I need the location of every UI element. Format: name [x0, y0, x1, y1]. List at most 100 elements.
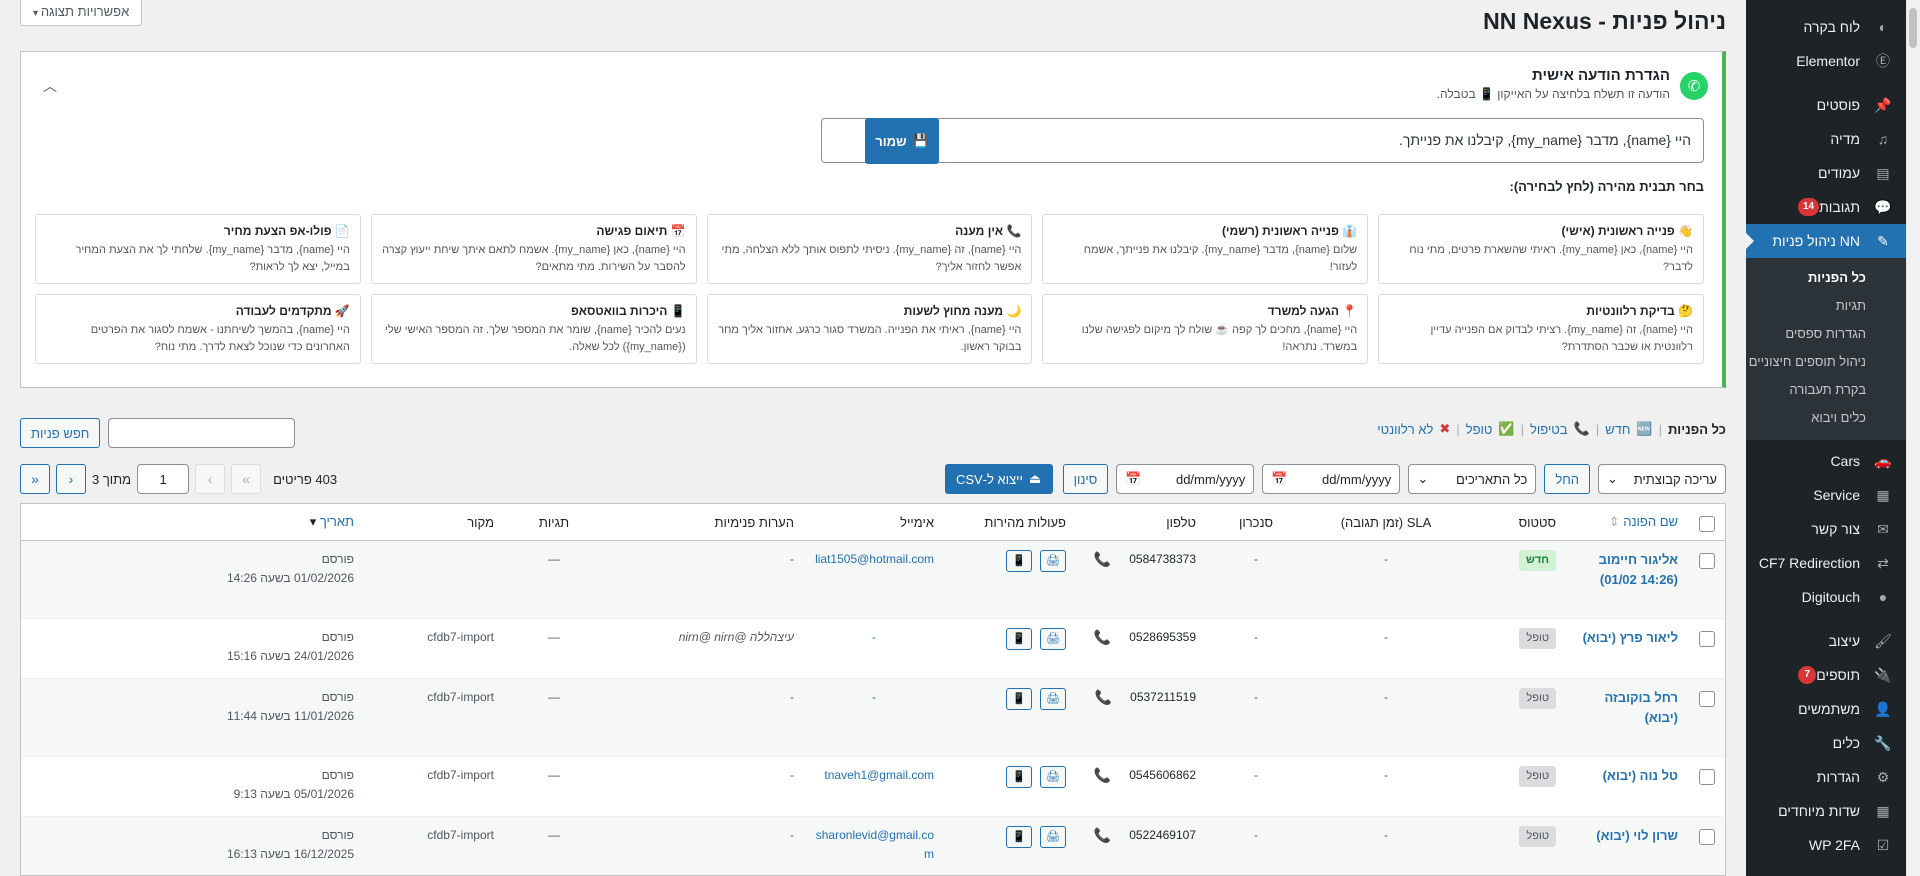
whatsapp-send-icon[interactable]: 📱: [1006, 688, 1032, 710]
sidebar-item[interactable]: 👤 משתמשים: [1746, 692, 1906, 726]
whatsapp-send-icon[interactable]: 📱: [1006, 826, 1032, 848]
last-page-button[interactable]: »: [20, 464, 50, 494]
apply-button[interactable]: החל: [1544, 464, 1590, 494]
sidebar-item[interactable]: 🚗 Cars: [1746, 444, 1906, 478]
template-card[interactable]: 🌙 מענה מחוץ לשעות היי {name}, ראיתי את הפ…: [706, 294, 1033, 364]
sidebar-item[interactable]: ▤ עמודים: [1746, 156, 1906, 190]
print-icon[interactable]: 🖨: [1040, 826, 1066, 848]
date-from-input[interactable]: dd/mm/yyyy 📅: [1262, 464, 1401, 494]
lead-name-link[interactable]: שרון לוי (יבוא): [1596, 828, 1678, 843]
search-button[interactable]: חפש פניות: [20, 418, 101, 448]
status-badge: חדש: [1519, 550, 1556, 571]
phone-call-icon[interactable]: 📞: [1093, 767, 1112, 783]
checkbox[interactable]: [1698, 515, 1715, 532]
phone-wrap: 0537211519 📞: [1086, 688, 1196, 707]
row-checkbox[interactable]: [1698, 769, 1715, 785]
sidebar-item[interactable]: ▦ שדות מיוחדים: [1746, 794, 1906, 828]
template-card[interactable]: 🚀 מתקדמים לעבודה היי {name}, בהמשך לשיחתנ…: [35, 294, 361, 364]
lead-name-link[interactable]: ליאור פרץ (יבוא): [1582, 630, 1678, 645]
submenu-item[interactable]: בקרת תעבורה: [1789, 382, 1866, 397]
submenu-item[interactable]: כל הפניות: [1807, 270, 1866, 285]
select-all-checkbox[interactable]: [1688, 513, 1725, 532]
sidebar-item[interactable]: 📌 פוסטים: [1746, 88, 1906, 122]
submenu-item[interactable]: כלים ויבוא: [1811, 410, 1866, 425]
print-icon[interactable]: 🖨: [1040, 688, 1066, 710]
filter-new[interactable]: חדש: [1605, 421, 1631, 437]
col-date[interactable]: תאריך ▾: [21, 514, 364, 530]
filter-all[interactable]: כל הפניות: [1667, 421, 1726, 437]
print-icon[interactable]: 🖨: [1040, 550, 1066, 572]
col-name[interactable]: שם הפונה ⇕: [1566, 514, 1688, 530]
current-page-input[interactable]: 1: [137, 464, 190, 494]
sla-cell: -: [1384, 828, 1388, 842]
next-page-button[interactable]: ›: [56, 464, 86, 494]
row-checkbox[interactable]: [1698, 829, 1715, 845]
sidebar-item-label: תוספים: [1816, 667, 1860, 683]
sidebar-item[interactable]: 💬 תגובות 14: [1746, 190, 1906, 224]
screen-options-button[interactable]: אפשרויות תצוגה: [20, 0, 143, 26]
sidebar-item[interactable]: ✎ NN ניהול פניות: [1746, 224, 1906, 258]
dates-select[interactable]: כל התאריכים ⌄: [1408, 464, 1537, 494]
template-card[interactable]: 👋 פנייה ראשונית (אישי) היי {name}, כאן {m…: [1378, 214, 1704, 284]
phone-call-icon[interactable]: 📞: [1093, 551, 1112, 567]
calendar-icon[interactable]: 📅: [1271, 471, 1288, 486]
template-card[interactable]: 📞 אין מענה היי {name}, זה {my_name}. ניסי…: [706, 214, 1033, 284]
filter-handled[interactable]: טופל: [1465, 421, 1493, 437]
date-to-value: dd/mm/yyyy: [1175, 471, 1246, 487]
template-card[interactable]: 👔 פנייה ראשונית (רשמי) שלום {name}, מדבר …: [1042, 214, 1369, 284]
sidebar-item[interactable]: ✉ צור קשר: [1746, 512, 1906, 546]
phone-call-icon[interactable]: 📞: [1093, 827, 1112, 843]
template-card[interactable]: 📱 היכרות בוואטסאפ נעים להכיר {name}, שומר…: [370, 294, 697, 364]
row-checkbox[interactable]: [1698, 631, 1715, 647]
save-button[interactable]: 💾 שמור: [865, 118, 939, 164]
date-to-input[interactable]: dd/mm/yyyy 📅: [1116, 464, 1255, 494]
print-icon[interactable]: 🖨: [1040, 766, 1066, 788]
email-link[interactable]: tnaveh1@gmail.com: [824, 768, 934, 782]
calendar-icon[interactable]: 📅: [1125, 471, 1142, 486]
print-icon[interactable]: 🖨: [1040, 628, 1066, 650]
sidebar-item[interactable]: ⚙ הגדרות: [1746, 760, 1906, 794]
email-link[interactable]: liat1505@hotmail.com: [815, 552, 934, 566]
collapse-chevron-icon[interactable]: ︿: [43, 78, 57, 94]
phone-call-icon[interactable]: 📞: [1093, 629, 1112, 645]
lead-name-link[interactable]: טל נוה (יבוא): [1602, 768, 1678, 783]
sidebar-item[interactable]: ⇄ CF7 Redirection: [1746, 546, 1906, 580]
search-input[interactable]: [108, 418, 296, 448]
sidebar-item[interactable]: 🔌 תוספים 7: [1746, 658, 1906, 692]
whatsapp-send-icon[interactable]: 📱: [1006, 550, 1032, 572]
phone-call-icon[interactable]: 📞: [1094, 689, 1113, 705]
sidebar-item[interactable]: ☑ WP 2FA: [1746, 828, 1906, 862]
scrollbar-thumb[interactable]: [1909, 8, 1917, 48]
template-card[interactable]: 📍 הגעה למשרד היי {name}, מחכים לך קפה ☕ ש…: [1042, 294, 1369, 364]
sidebar-item[interactable]: Ⓔ Elementor: [1746, 44, 1906, 78]
col-date-label[interactable]: תאריך: [319, 514, 354, 529]
whatsapp-send-icon[interactable]: 📱: [1006, 628, 1032, 650]
submenu-item[interactable]: תגיות: [1835, 298, 1866, 313]
page-scrollbar[interactable]: [1906, 0, 1920, 876]
sidebar-item[interactable]: ♫ מדיה: [1746, 122, 1906, 156]
export-csv-button[interactable]: ⏏ ייצוא ל-CSV: [944, 464, 1053, 494]
sidebar-item[interactable]: ▦ Service: [1746, 478, 1906, 512]
filter-irrelevant[interactable]: לא רלוונטי: [1377, 421, 1434, 437]
custom-message-input[interactable]: היי {name}, מדבר {my_name}, קיבלנו את פנ…: [821, 118, 1704, 163]
col-name-label[interactable]: שם הפונה: [1623, 514, 1678, 529]
row-checkbox[interactable]: [1698, 691, 1715, 707]
template-card[interactable]: 📄 פולו-אפ הצעת מחיר היי {name}, מדבר {my_…: [35, 214, 361, 284]
lead-name-link[interactable]: רחל בוקובזה (יבוא): [1604, 690, 1678, 725]
submenu-item[interactable]: הגדרות ספסים: [1785, 326, 1866, 341]
email-link[interactable]: sharonlevid@gmail.com: [815, 828, 934, 861]
lead-name-link[interactable]: אליגור חיימוב (14:26 01/02): [1598, 552, 1678, 587]
bulk-actions-select[interactable]: עריכה קבוצתית ⌄: [1598, 464, 1726, 494]
filter-in-progress[interactable]: בטיפול: [1529, 421, 1568, 437]
sidebar-item[interactable]: 🔧 כלים: [1746, 726, 1906, 760]
sidebar-item[interactable]: ◐ לוח בקרה: [1746, 10, 1906, 44]
row-checkbox[interactable]: [1698, 553, 1715, 569]
sidebar-item[interactable]: 🖌 עיצוב: [1746, 624, 1906, 658]
template-card[interactable]: 🤔 בדיקת רלוונטיות היי {name}, זה {my_name…: [1378, 294, 1704, 364]
sidebar-item[interactable]: ● Digitouch: [1746, 580, 1906, 614]
template-card[interactable]: 📅 תיאום פגישה היי {name}, כאן {my_name}. …: [370, 214, 697, 284]
custom-message-panel: ✆ הגדרת הודעה אישית הודעה זו תשלח בלחיצה…: [20, 51, 1726, 388]
submenu-item[interactable]: ניהול תוספים חיצוניים: [1748, 354, 1866, 369]
filter-button[interactable]: סינון: [1062, 464, 1109, 494]
whatsapp-send-icon[interactable]: 📱: [1006, 766, 1032, 788]
